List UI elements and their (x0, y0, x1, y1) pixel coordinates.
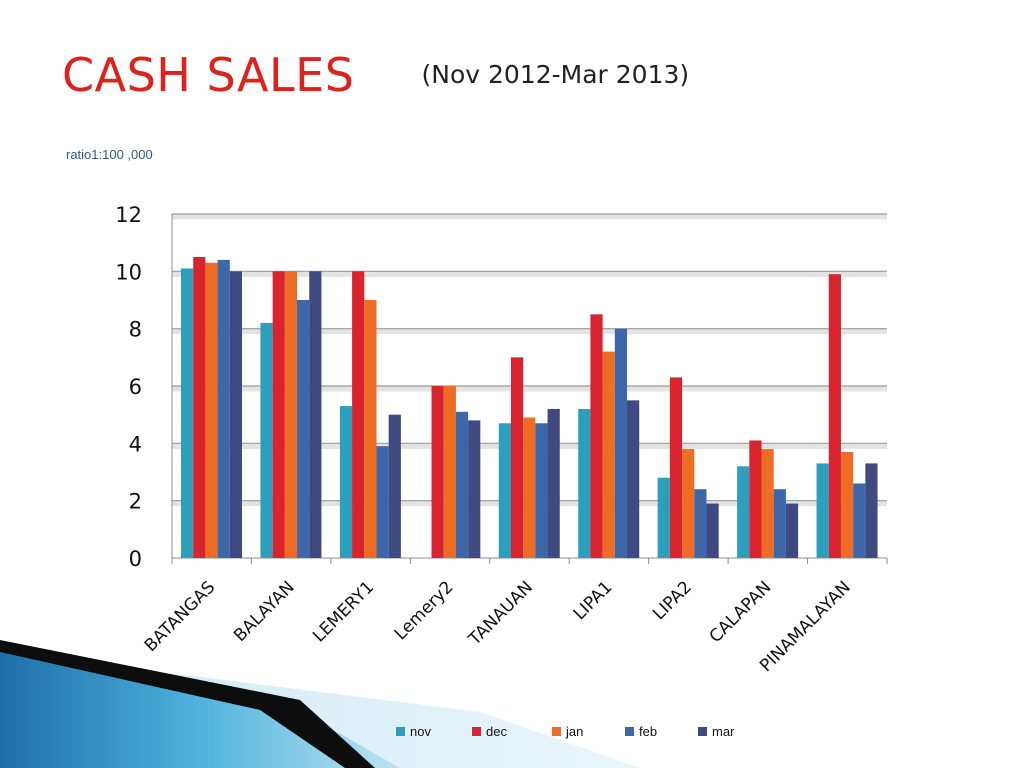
bar-jan (284, 271, 298, 558)
bar-feb (853, 483, 866, 558)
x-tick-label: BALAYAN (230, 577, 299, 646)
bar-dec (828, 274, 841, 558)
bar-dec (590, 314, 603, 558)
y-tick-label: 6 (129, 375, 142, 399)
bar-feb (455, 411, 469, 558)
x-tick-label: LIPA1 (570, 577, 617, 624)
bar-nov (260, 322, 273, 558)
bar-nov (339, 406, 353, 558)
legend-swatch (472, 727, 481, 736)
legend-label: mar (712, 724, 735, 739)
bar-jan (840, 451, 854, 558)
legend-label: nov (410, 724, 431, 739)
bar-feb (535, 423, 548, 558)
bar-dec (749, 440, 762, 558)
bar-mar (309, 271, 322, 558)
bar-dec (352, 271, 365, 558)
legend-swatch (396, 727, 405, 736)
bar-dec (431, 386, 444, 558)
legend-label: feb (639, 724, 658, 739)
scale-note: ratio1:100 ,000 (66, 147, 153, 162)
y-tick-label: 12 (115, 203, 142, 227)
bar-nov (498, 423, 511, 558)
bar-feb (694, 489, 707, 558)
bar-nov (578, 408, 591, 558)
bar-mar (627, 400, 640, 558)
bar-nov (737, 466, 750, 558)
y-tick-label: 8 (129, 318, 142, 342)
bar-feb (614, 328, 628, 558)
bar-mar (388, 414, 401, 558)
legend-swatch (698, 727, 707, 736)
legend-label: dec (486, 724, 507, 739)
legend-item-jan: jan (552, 724, 583, 739)
decor-blue-band (0, 648, 400, 768)
bar-mar (468, 420, 481, 558)
bar-nov (181, 268, 194, 558)
bar-nov (816, 463, 829, 558)
bar-mar (785, 503, 799, 558)
x-tick-label: TANAUAN (464, 577, 537, 650)
bar-feb (773, 489, 786, 558)
y-tick-label: 4 (129, 432, 142, 456)
bar-mar (706, 503, 719, 558)
x-tick-label: LIPA2 (649, 577, 696, 624)
bar-mar (865, 463, 878, 558)
legend-item-feb: feb (625, 724, 657, 739)
y-tick-label: 10 (115, 260, 142, 284)
bar-mar (547, 408, 560, 558)
bar-jan (364, 300, 377, 558)
legend-swatch (625, 727, 634, 736)
bar-mar (229, 271, 242, 558)
bar-jan (602, 351, 615, 558)
x-tick-label: Lemery2 (391, 577, 458, 644)
slide-title-row: CASH SALES (Nov 2012-Mar 2013) (62, 48, 689, 102)
y-tick-label: 2 (129, 490, 142, 514)
bar-jan (682, 449, 695, 558)
bar-feb (376, 446, 389, 558)
x-tick-label: BATANGAS (141, 577, 219, 655)
bar-jan (523, 417, 536, 558)
bar-jan (443, 386, 456, 558)
bar-feb (297, 300, 310, 558)
bar-feb (217, 259, 230, 558)
bar-dec (272, 271, 285, 558)
y-tick-label: 0 (129, 547, 142, 571)
bar-jan (205, 262, 218, 558)
x-tick-label: LEMERY1 (309, 577, 378, 646)
bar-dec (193, 257, 206, 558)
bar-dec (669, 377, 683, 558)
legend-item-mar: mar (698, 724, 734, 739)
decor-black-wedge (0, 640, 375, 768)
bar-jan (761, 449, 774, 558)
slide-subtitle: (Nov 2012-Mar 2013) (421, 60, 690, 89)
slide-title: CASH SALES (62, 48, 355, 102)
bar-nov (657, 477, 670, 558)
legend-item-nov: nov (396, 724, 431, 739)
legend-item-dec: dec (472, 724, 507, 739)
legend-swatch (552, 727, 561, 736)
bar-dec (510, 357, 524, 558)
x-tick-label: CALAPAN (706, 577, 776, 647)
legend-label: jan (566, 724, 584, 739)
